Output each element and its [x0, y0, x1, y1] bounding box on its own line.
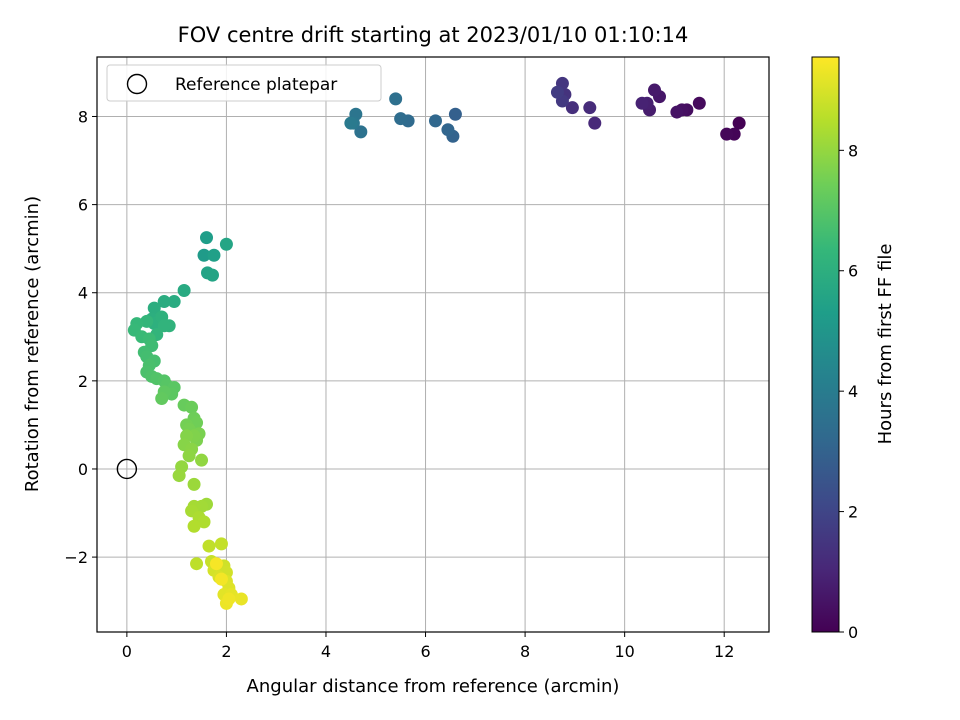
data-points [127, 76, 746, 610]
data-point [140, 314, 154, 328]
x-axis-label: Angular distance from reference (arcmin) [247, 676, 620, 697]
colorbar-tick-label: 6 [848, 262, 858, 281]
data-point [428, 114, 442, 128]
data-point [214, 537, 228, 551]
x-tick-label: 10 [614, 642, 634, 661]
data-point [448, 107, 462, 121]
data-point [692, 96, 706, 110]
data-point [344, 116, 358, 130]
data-point [209, 557, 223, 571]
data-point [550, 85, 564, 99]
x-axis-ticks: 0 2 4 6 8 10 12 [122, 632, 734, 661]
x-tick-label: 12 [714, 642, 734, 661]
data-point [583, 101, 597, 115]
data-point [197, 248, 211, 262]
colorbar-tick-label: 8 [848, 141, 858, 160]
data-point [157, 295, 171, 309]
x-tick-label: 6 [420, 642, 430, 661]
colorbar-gradient [811, 56, 840, 633]
x-tick-label: 4 [321, 642, 331, 661]
data-point [219, 237, 233, 251]
data-point [177, 284, 191, 298]
data-point [147, 301, 161, 315]
data-point [197, 515, 211, 529]
grid-lines [97, 57, 769, 632]
data-point [157, 319, 171, 333]
y-tick-label: 8 [78, 107, 88, 126]
legend-box [106, 64, 382, 102]
y-tick-label: 4 [78, 284, 88, 303]
data-point [214, 572, 228, 586]
legend: Reference platepar [106, 64, 382, 102]
x-tick-label: 2 [221, 642, 231, 661]
data-point [205, 268, 219, 282]
colorbar-tick-label: 2 [848, 503, 858, 522]
y-tick-label: 0 [78, 460, 88, 479]
colorbar-ticks: 0 2 4 6 8 [839, 141, 858, 642]
data-point [187, 477, 201, 491]
plot-frame [96, 56, 770, 633]
reference-marker-layer [116, 458, 138, 480]
y-axis-ticks: −2 0 2 4 6 8 [64, 107, 97, 567]
chart-title: FOV centre drift starting at 2023/01/10 … [178, 23, 689, 47]
data-point [185, 400, 199, 414]
data-point [172, 469, 186, 483]
reference-platepar-marker [116, 458, 138, 480]
data-point [200, 231, 214, 245]
y-axis-label: Rotation from reference (arcmin) [22, 196, 43, 492]
y-tick-label: −2 [64, 548, 88, 567]
y-tick-label: 6 [78, 196, 88, 215]
data-point [222, 592, 236, 606]
legend-label: Reference platepar [175, 75, 337, 95]
data-point [187, 519, 201, 533]
data-point [354, 125, 368, 139]
colorbar: 0 2 4 6 8 Hours from first FF file [811, 56, 896, 642]
data-point [389, 92, 403, 106]
x-tick-label: 8 [520, 642, 530, 661]
data-point [720, 127, 734, 141]
data-point [670, 105, 684, 119]
data-point [234, 592, 248, 606]
data-point [635, 96, 649, 110]
data-point [190, 557, 204, 571]
data-point [441, 123, 455, 137]
colorbar-label: Hours from first FF file [875, 244, 896, 445]
data-point [207, 248, 221, 262]
data-point [155, 391, 169, 405]
colorbar-tick-label: 4 [848, 382, 858, 401]
data-point [588, 116, 602, 130]
data-point [167, 295, 181, 309]
data-point [732, 116, 746, 130]
data-point [648, 83, 662, 97]
legend-marker-icon [126, 73, 148, 95]
data-point [195, 453, 209, 467]
colorbar-tick-label: 0 [848, 623, 858, 642]
data-point [565, 101, 579, 115]
x-tick-label: 0 [122, 642, 132, 661]
data-point [202, 539, 216, 553]
data-point [394, 112, 408, 126]
data-point [182, 449, 196, 463]
y-tick-label: 2 [78, 372, 88, 391]
